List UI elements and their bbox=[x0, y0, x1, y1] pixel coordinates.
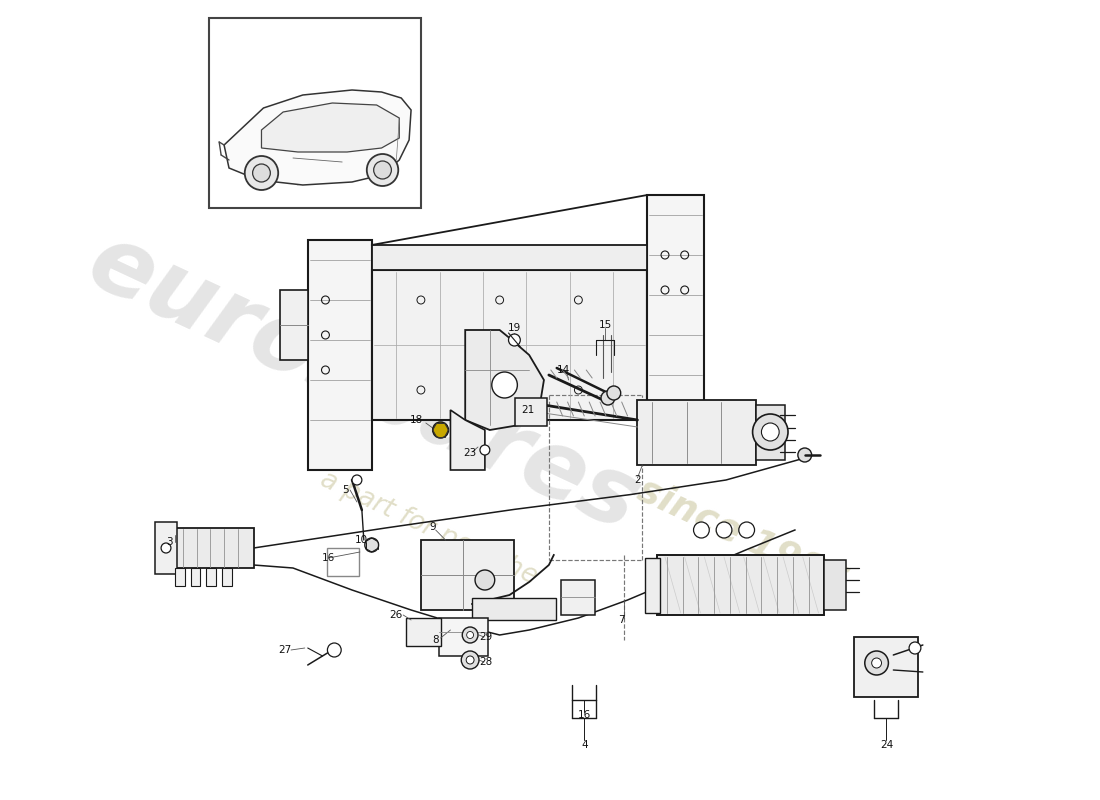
Bar bbox=[647, 195, 704, 420]
Text: 4: 4 bbox=[581, 740, 587, 750]
Bar bbox=[308, 240, 372, 470]
Bar bbox=[209, 18, 421, 208]
Circle shape bbox=[752, 414, 788, 450]
Text: 16: 16 bbox=[578, 710, 591, 720]
Circle shape bbox=[871, 658, 881, 668]
Bar bbox=[439, 618, 487, 656]
Bar bbox=[207, 568, 217, 586]
Bar bbox=[657, 555, 824, 615]
Text: 27: 27 bbox=[278, 645, 292, 655]
Circle shape bbox=[365, 538, 378, 552]
Text: 9: 9 bbox=[429, 522, 436, 532]
Text: 2: 2 bbox=[634, 475, 640, 485]
Text: 5: 5 bbox=[342, 485, 349, 495]
Circle shape bbox=[607, 386, 620, 400]
Circle shape bbox=[798, 448, 812, 462]
Text: 16: 16 bbox=[322, 553, 335, 563]
Circle shape bbox=[761, 423, 779, 441]
Bar bbox=[637, 400, 756, 465]
Circle shape bbox=[466, 631, 474, 638]
Bar bbox=[824, 560, 846, 610]
Circle shape bbox=[432, 422, 449, 438]
Circle shape bbox=[716, 522, 732, 538]
Text: 10: 10 bbox=[354, 535, 367, 545]
Text: 8: 8 bbox=[432, 635, 439, 645]
Bar bbox=[756, 405, 785, 460]
Polygon shape bbox=[465, 330, 543, 430]
Text: 14: 14 bbox=[557, 365, 570, 375]
Circle shape bbox=[865, 651, 889, 675]
Polygon shape bbox=[262, 103, 399, 152]
Circle shape bbox=[739, 522, 755, 538]
Text: eurospares: eurospares bbox=[74, 216, 655, 552]
Bar bbox=[280, 290, 308, 360]
Text: 18: 18 bbox=[409, 415, 422, 425]
Bar bbox=[472, 598, 556, 620]
Text: 23: 23 bbox=[463, 448, 476, 458]
Text: 21: 21 bbox=[521, 405, 535, 415]
Circle shape bbox=[374, 161, 392, 179]
Text: 26: 26 bbox=[389, 610, 403, 620]
Circle shape bbox=[462, 627, 478, 643]
Bar bbox=[516, 398, 547, 426]
Text: since 1985: since 1985 bbox=[632, 472, 854, 600]
Text: 19: 19 bbox=[508, 323, 521, 333]
Bar bbox=[190, 568, 200, 586]
Text: a part for porsche: a part for porsche bbox=[316, 466, 541, 590]
Circle shape bbox=[466, 656, 474, 664]
Bar bbox=[328, 548, 359, 576]
Circle shape bbox=[475, 570, 495, 590]
Polygon shape bbox=[224, 90, 411, 185]
Circle shape bbox=[253, 164, 271, 182]
Text: 7: 7 bbox=[618, 615, 625, 625]
Circle shape bbox=[508, 334, 520, 346]
Bar bbox=[155, 522, 177, 574]
Circle shape bbox=[480, 445, 490, 455]
Circle shape bbox=[161, 543, 170, 553]
Text: 29: 29 bbox=[480, 632, 493, 642]
Circle shape bbox=[492, 372, 517, 398]
Circle shape bbox=[352, 475, 362, 485]
Bar bbox=[421, 540, 515, 610]
Bar bbox=[646, 558, 660, 613]
Bar bbox=[222, 568, 232, 586]
Circle shape bbox=[366, 154, 398, 186]
Bar bbox=[372, 245, 647, 270]
Text: 28: 28 bbox=[480, 657, 493, 667]
Bar bbox=[406, 618, 441, 646]
Circle shape bbox=[693, 522, 710, 538]
Bar bbox=[561, 580, 595, 615]
Circle shape bbox=[244, 156, 278, 190]
Circle shape bbox=[328, 643, 341, 657]
Polygon shape bbox=[450, 410, 485, 470]
Bar bbox=[173, 528, 254, 568]
Text: 3: 3 bbox=[166, 537, 174, 547]
Circle shape bbox=[909, 642, 921, 654]
Circle shape bbox=[601, 391, 615, 405]
Text: 15: 15 bbox=[598, 320, 612, 330]
Bar bbox=[175, 568, 185, 586]
Circle shape bbox=[461, 651, 478, 669]
Bar bbox=[372, 270, 647, 420]
Bar bbox=[854, 637, 917, 697]
Text: 24: 24 bbox=[880, 740, 893, 750]
